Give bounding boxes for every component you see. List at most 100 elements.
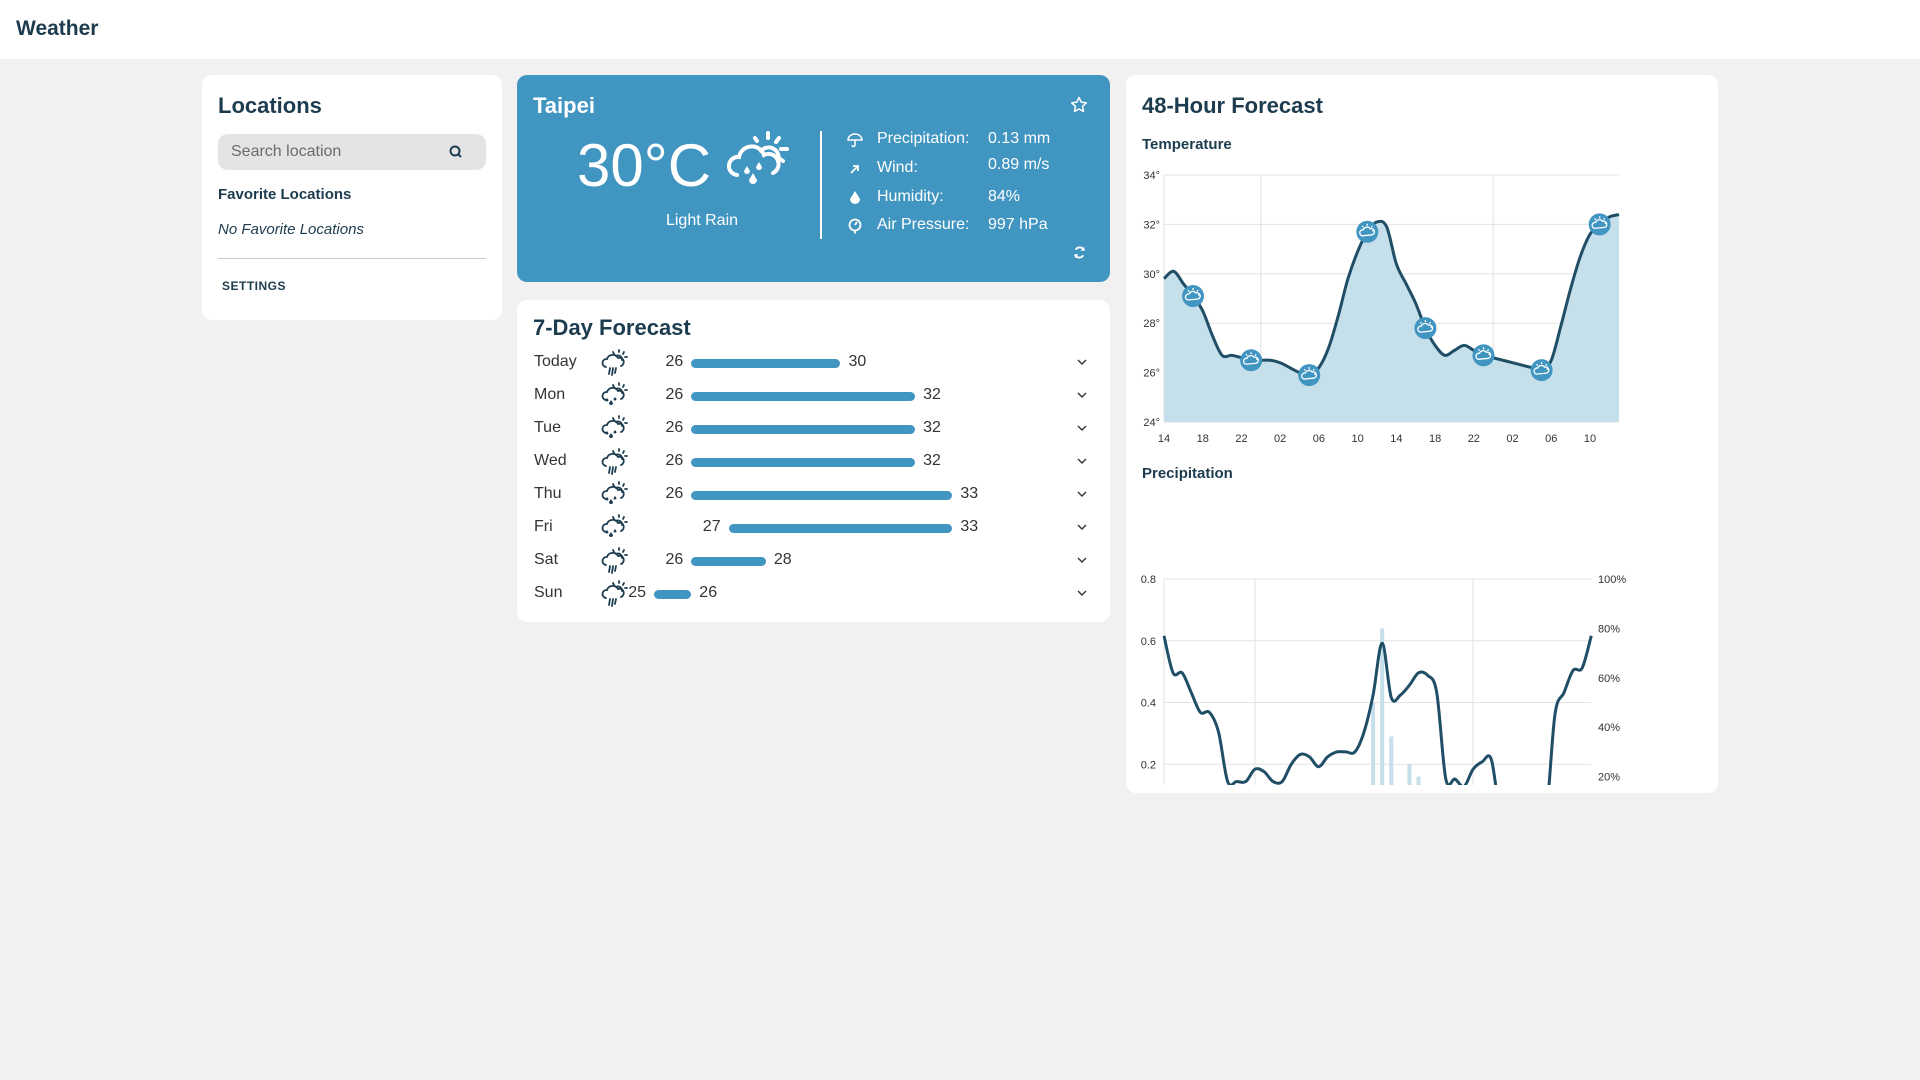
chevron-down-icon[interactable]: [1075, 388, 1089, 402]
current-weather-card: Taipei 30°C Light Rain Precipitation: 0.…: [517, 75, 1110, 282]
low-temp: 26: [665, 386, 684, 403]
settings-button[interactable]: SETTINGS: [222, 279, 287, 293]
x-tick-label: 06: [1545, 433, 1557, 445]
x-tick-label: 18: [1429, 433, 1441, 445]
cloud-sun-rain-icon: [601, 415, 628, 438]
detail-label: Humidity:: [877, 188, 944, 205]
chevron-down-icon[interactable]: [1075, 421, 1089, 435]
y-tick-label: 0.8: [1141, 574, 1156, 586]
temp-range-bar: [691, 425, 916, 434]
chevron-down-icon[interactable]: [1075, 586, 1089, 600]
low-temp: 26: [665, 485, 684, 502]
chevron-down-icon[interactable]: [1075, 454, 1089, 468]
forecast-row-thu[interactable]: Thu 26 33: [517, 480, 1110, 510]
cloud-sun-drizzle-icon: [601, 448, 628, 475]
detail-value: 0.13 mm: [988, 130, 1051, 147]
detail-value: 997 hPa: [988, 216, 1048, 233]
day-label: Today: [534, 353, 577, 370]
divider: [218, 258, 486, 259]
low-temp: 26: [665, 353, 684, 370]
x-tick-label: 10: [1584, 433, 1596, 445]
forecast-row-wed[interactable]: Wed 26 32: [517, 447, 1110, 477]
x-tick-label: 10: [1352, 433, 1364, 445]
chevron-down-icon[interactable]: [1075, 553, 1089, 567]
weather-marker-icon: [1240, 349, 1263, 372]
y-tick-label: 34°: [1143, 170, 1160, 182]
weather-marker-icon: [1182, 285, 1205, 308]
weather-marker-icon: [1588, 213, 1611, 236]
star-icon[interactable]: [1069, 95, 1089, 115]
high-temp: 33: [960, 518, 979, 535]
temperature-chart-title: Temperature: [1142, 136, 1232, 153]
current-temperature: 30°C: [577, 132, 712, 199]
high-temp: 26: [699, 584, 718, 601]
pressure-gauge-icon: [848, 218, 862, 234]
temp-range-bar: [654, 590, 692, 599]
y-tick-label: 30°: [1143, 269, 1160, 281]
app-title: Weather: [16, 17, 99, 40]
precipitation-chart: 00.20.40.60.80%20%40%60%80%100%141822020…: [1141, 574, 1626, 785]
temp-range-bar: [691, 458, 916, 467]
day-label: Sun: [534, 584, 563, 601]
chevron-down-icon[interactable]: [1075, 520, 1089, 534]
cloud-sun-drizzle-icon: [601, 580, 628, 607]
low-temp: 26: [665, 551, 684, 568]
high-temp: 32: [923, 386, 941, 403]
chevron-down-icon[interactable]: [1075, 487, 1089, 501]
temp-range-bar: [691, 359, 841, 368]
y2-tick-label: 20%: [1598, 772, 1620, 784]
low-temp: 26: [665, 419, 684, 436]
x-tick-label: 14: [1390, 433, 1402, 445]
detail-value: 84%: [988, 188, 1021, 205]
cloud-sun-rain-icon: [601, 514, 628, 537]
forecast-row-mon[interactable]: Mon 26 32: [517, 381, 1110, 411]
app-header: Weather: [0, 0, 1920, 59]
detail-value: 0.89 m/s: [988, 156, 1050, 173]
favorite-locations-title: Favorite Locations: [218, 186, 352, 203]
x-tick-label: 06: [1313, 433, 1325, 445]
cloud-sun-rain-icon: [601, 382, 628, 405]
y2-tick-label: 80%: [1598, 623, 1620, 635]
low-temp: 25: [628, 584, 646, 601]
low-temp: 27: [702, 518, 721, 535]
forecast-row-sun[interactable]: Sun 25 26: [517, 579, 1110, 609]
y2-tick-label: 40%: [1598, 722, 1620, 734]
weather-marker-icon: [1530, 359, 1553, 382]
day-label: Mon: [534, 386, 566, 403]
high-temp: 32: [923, 419, 941, 436]
weather-marker-icon: [1414, 317, 1437, 340]
forecast-48h-card: 48-Hour Forecast Temperature 24° 26° 28° 30…: [1126, 75, 1718, 793]
y-tick-label: 32°: [1143, 219, 1160, 231]
y-tick-label: 28°: [1143, 318, 1160, 330]
search-icon[interactable]: [446, 142, 466, 162]
forecast-row-today[interactable]: Today 26 30: [517, 348, 1110, 378]
humidity-drop-icon: [850, 191, 860, 204]
high-temp: 30: [848, 353, 867, 370]
temp-range-bar: [691, 557, 766, 566]
high-temp: 32: [923, 452, 941, 469]
y-tick-label: 0.4: [1141, 698, 1156, 710]
forecast-row-tue[interactable]: Tue 26 32: [517, 414, 1110, 444]
wind-arrow-icon: [850, 165, 859, 174]
x-tick-label: 18: [1197, 433, 1209, 445]
favorite-locations-empty: No Favorite Locations: [218, 221, 364, 238]
x-tick-label: 02: [1274, 433, 1286, 445]
probability-line: [1162, 635, 1593, 785]
y-tick-label: 24°: [1143, 417, 1160, 429]
forecast-row-fri[interactable]: Fri 27 33: [517, 513, 1110, 543]
y2-tick-label: 60%: [1598, 673, 1620, 685]
detail-label: Precipitation:: [877, 130, 970, 147]
refresh-icon[interactable]: [1072, 245, 1087, 260]
cloud-sun-rain-icon: [727, 131, 789, 184]
x-tick-label: 22: [1235, 433, 1247, 445]
temp-range-bar: [691, 491, 953, 500]
temperature-chart: 24° 26° 28° 30° 32° 34° 14 18 22 02 06 10 14 18 22 02 06…: [1143, 170, 1620, 445]
locations-title: Locations: [218, 93, 322, 118]
precipitation-bar: [1380, 628, 1385, 785]
chevron-down-icon[interactable]: [1075, 355, 1089, 369]
precipitation-bar: [1416, 776, 1421, 785]
city-name: Taipei: [533, 93, 595, 118]
cloud-sun-drizzle-icon: [601, 349, 628, 376]
search-input[interactable]: [218, 134, 486, 170]
forecast-row-sat[interactable]: Sat 26 28: [517, 546, 1110, 576]
